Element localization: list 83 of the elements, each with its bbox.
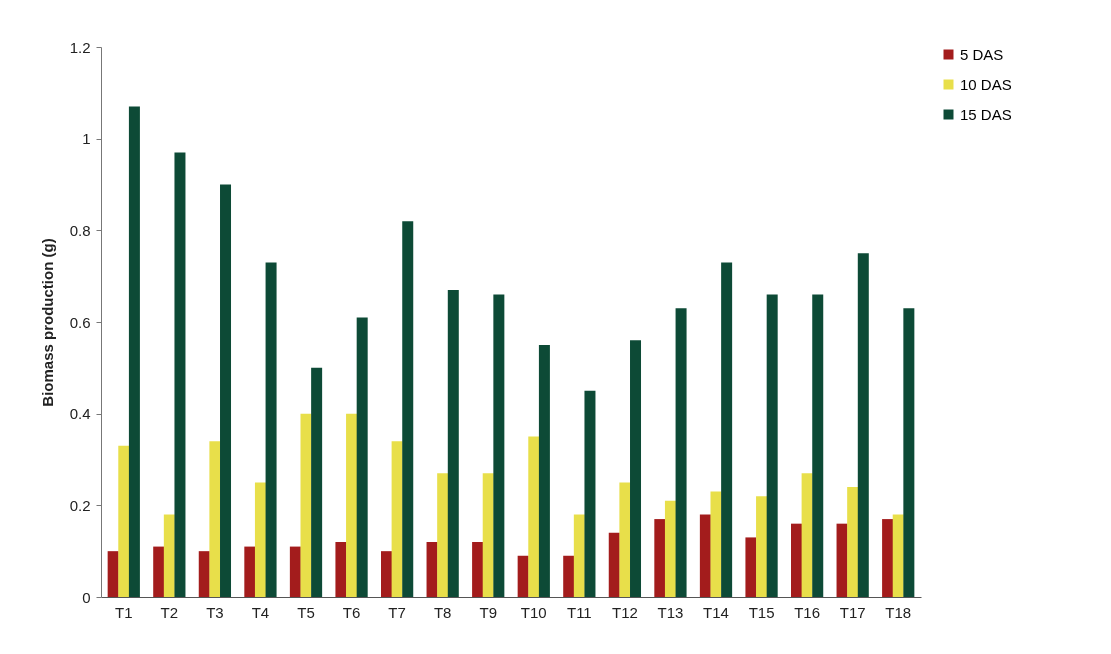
bar xyxy=(289,546,301,597)
x-tick-label: T8 xyxy=(433,603,452,621)
x-tick-label: T15 xyxy=(748,603,775,621)
bar xyxy=(654,519,666,597)
bar xyxy=(198,551,210,597)
bar xyxy=(153,546,165,597)
legend-label: 15 DAS xyxy=(960,105,1012,123)
bar xyxy=(756,496,768,597)
bar xyxy=(675,308,687,597)
bar xyxy=(710,491,722,597)
bar xyxy=(437,473,449,597)
bar xyxy=(174,152,186,597)
x-tick-label: T1 xyxy=(115,603,133,621)
bar xyxy=(903,308,915,597)
bar xyxy=(254,482,266,597)
bar xyxy=(836,523,848,597)
bar xyxy=(664,500,676,597)
x-tick-label: T4 xyxy=(251,603,270,621)
x-tick-label: T6 xyxy=(342,603,361,621)
bar xyxy=(882,519,894,597)
x-tick-label: T18 xyxy=(885,603,912,621)
x-tick-label: T11 xyxy=(566,603,592,621)
bar xyxy=(573,514,585,597)
bar xyxy=(892,514,904,597)
x-tick-label: T2 xyxy=(160,603,179,621)
bar xyxy=(493,294,505,597)
bar xyxy=(538,344,550,597)
bar xyxy=(380,551,392,597)
bar xyxy=(311,367,323,597)
y-tick-label: 0 xyxy=(82,588,91,606)
bar xyxy=(766,294,778,597)
bar xyxy=(335,542,347,597)
y-axis-title: Biomass production (g) xyxy=(38,238,56,407)
bar xyxy=(857,253,869,597)
bar xyxy=(356,317,368,597)
bar xyxy=(346,413,358,597)
bar xyxy=(517,555,529,597)
bar xyxy=(265,262,277,597)
bar xyxy=(482,473,494,597)
bar xyxy=(812,294,824,597)
bar xyxy=(790,523,802,597)
y-tick-label: 0.2 xyxy=(69,496,91,514)
x-tick-label: T10 xyxy=(520,603,547,621)
bar xyxy=(209,441,221,597)
bar xyxy=(801,473,813,597)
x-tick-label: T16 xyxy=(794,603,821,621)
bar xyxy=(608,532,620,597)
bar xyxy=(426,542,438,597)
y-tick-label: 0.6 xyxy=(69,313,91,331)
bar xyxy=(721,262,733,597)
bar xyxy=(244,546,256,597)
bar xyxy=(118,445,130,597)
bar xyxy=(402,221,414,597)
x-tick-label: T3 xyxy=(206,603,224,621)
bar xyxy=(563,555,575,597)
x-tick-label: T17 xyxy=(839,603,866,621)
y-tick-label: 1.2 xyxy=(69,38,91,56)
x-tick-label: T14 xyxy=(703,603,729,621)
bar xyxy=(128,106,140,597)
x-tick-label: T7 xyxy=(388,603,406,621)
bar xyxy=(745,537,757,597)
legend-label: 10 DAS xyxy=(960,75,1012,93)
x-tick-label: T13 xyxy=(657,603,684,621)
bar xyxy=(619,482,631,597)
x-tick-label: T5 xyxy=(297,603,315,621)
bar xyxy=(447,289,459,597)
bar xyxy=(163,514,175,597)
bar xyxy=(847,487,859,597)
bar xyxy=(584,390,596,597)
x-tick-label: T9 xyxy=(479,603,497,621)
bar xyxy=(300,413,312,597)
bar xyxy=(528,436,540,597)
bar xyxy=(630,340,642,597)
bar xyxy=(107,551,119,597)
bar xyxy=(699,514,711,597)
y-tick-label: 0.8 xyxy=(69,221,91,239)
bar xyxy=(391,441,403,597)
y-tick-label: 0.4 xyxy=(69,405,91,423)
x-tick-label: T12 xyxy=(611,603,638,621)
y-tick-label: 1 xyxy=(82,130,91,148)
bar xyxy=(220,184,232,597)
bar xyxy=(472,542,484,597)
legend-label: 5 DAS xyxy=(960,45,1004,63)
